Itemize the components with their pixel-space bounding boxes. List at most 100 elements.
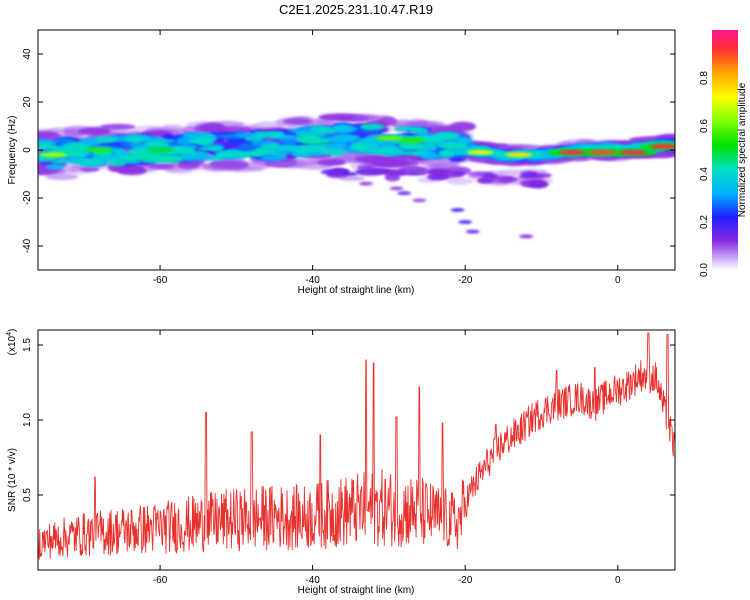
spectrogram-cell bbox=[79, 166, 100, 172]
spectrogram-cell bbox=[360, 123, 385, 131]
spectrogram-y-label: Frequency (Hz) bbox=[7, 116, 18, 185]
spectrogram-cell bbox=[422, 125, 463, 135]
snr-scale-label: (x104) bbox=[6, 329, 18, 356]
spectrogram-cell bbox=[149, 163, 175, 169]
spectrogram-cell bbox=[338, 176, 366, 181]
spectrogram-panel: -60 -40 -20 0 -40 -20 0 20 40 Height of straigh… bbox=[7, 29, 676, 296]
spectrogram-cell bbox=[450, 208, 465, 212]
spectrogram-cell bbox=[318, 113, 357, 121]
spectrogram-cell bbox=[320, 148, 347, 156]
spectrogram-cell bbox=[95, 136, 119, 142]
spectrogram-cell bbox=[244, 135, 263, 142]
spectrogram-cell bbox=[588, 150, 617, 155]
snr-scale-prefix: (x10 bbox=[7, 335, 18, 355]
colorbar-ticks: 0.0 0.2 0.4 0.6 0.8 bbox=[699, 71, 710, 277]
spectrogram-cell bbox=[161, 134, 176, 141]
snr-x-label: Height of straight line (km) bbox=[298, 585, 415, 596]
spectrogram-y-ticks: -40 -20 0 20 40 bbox=[22, 48, 675, 253]
spectrogram-cell bbox=[389, 186, 404, 191]
spectrogram-cell bbox=[466, 150, 495, 155]
spectrogram-cell bbox=[399, 151, 427, 156]
spectrogram-cell bbox=[69, 159, 97, 165]
spectrogram-cell bbox=[55, 138, 72, 144]
spectrogram-cell bbox=[320, 168, 350, 176]
figure-title: C2E1.2025.231.10.47.R19 bbox=[279, 2, 433, 17]
x-tick-label: 0 bbox=[615, 275, 621, 286]
y-tick-label: -20 bbox=[22, 190, 33, 205]
spectrogram-cell bbox=[649, 144, 675, 149]
spectrogram-cell bbox=[146, 147, 174, 153]
x-tick-label: -60 bbox=[153, 275, 168, 286]
spectrogram-cell bbox=[350, 142, 367, 151]
spectrogram-cell bbox=[398, 141, 424, 150]
y-tick-label: 1.0 bbox=[22, 413, 33, 427]
spectrogram-cell bbox=[200, 123, 226, 133]
spectrogram-cell bbox=[45, 173, 79, 181]
spectrogram-cell bbox=[107, 159, 127, 167]
spectrogram-cell bbox=[398, 165, 429, 174]
spectrogram-cell bbox=[241, 151, 266, 157]
spectrogram-cell bbox=[64, 144, 91, 151]
spectrogram-image bbox=[38, 113, 675, 239]
spectrogram-cell bbox=[397, 191, 412, 196]
x-tick-label: -20 bbox=[458, 275, 473, 286]
spectrogram-cell bbox=[497, 169, 526, 176]
spectrogram-cell bbox=[317, 158, 346, 166]
spectrogram-cell bbox=[238, 142, 257, 151]
spectrogram-cell bbox=[85, 147, 113, 153]
spectrogram-cell bbox=[343, 172, 358, 176]
spectrogram-cell bbox=[412, 198, 427, 203]
spectrogram-cell bbox=[130, 137, 145, 143]
spectrogram-cell bbox=[504, 152, 533, 158]
spectrogram-cell bbox=[375, 135, 403, 141]
y-tick-label: 20 bbox=[22, 96, 33, 108]
x-tick-label: -20 bbox=[458, 575, 473, 586]
spectrogram-cell bbox=[108, 164, 144, 173]
spectrogram-cell bbox=[619, 150, 647, 155]
spectrogram-cell bbox=[394, 126, 423, 132]
spectrogram-cell bbox=[449, 156, 466, 163]
snr-scale-exponent: 4 bbox=[6, 332, 13, 336]
spectrogram-cell bbox=[407, 118, 428, 129]
y-tick-label: 1.5 bbox=[22, 338, 33, 352]
spectrogram-cell bbox=[39, 152, 67, 158]
spectrogram-cell bbox=[482, 173, 498, 179]
spectrogram-cell bbox=[215, 152, 238, 158]
spectrogram-cell bbox=[456, 137, 472, 144]
spectrogram-cell bbox=[355, 168, 385, 176]
colorbar-tick-label: 0.8 bbox=[699, 71, 710, 85]
spectrogram-cell bbox=[378, 148, 403, 156]
spectrogram-cell bbox=[210, 156, 226, 161]
spectrogram-cell bbox=[332, 125, 349, 131]
snr-x-ticks: -60 -40 -20 0 bbox=[153, 330, 621, 586]
x-tick-label: -40 bbox=[305, 575, 320, 586]
spectrogram-cell bbox=[449, 171, 466, 176]
spectrogram-cell bbox=[292, 150, 314, 158]
spectrogram-cell bbox=[359, 181, 373, 186]
colorbar-tick-label: 0.6 bbox=[699, 119, 710, 133]
y-tick-label: 0.5 bbox=[22, 488, 33, 502]
spectrogram-cell bbox=[312, 128, 337, 134]
spectrogram-cell bbox=[176, 138, 191, 144]
spectrogram-cell bbox=[112, 148, 127, 155]
spectrogram-cell bbox=[39, 144, 58, 150]
spectrogram-cell bbox=[398, 138, 426, 143]
colorbar-label: Normalized spectral amplitude bbox=[737, 82, 748, 217]
spectrogram-x-label: Height of straight line (km) bbox=[298, 285, 415, 296]
snr-series-line bbox=[38, 332, 675, 560]
colorbar-gradient bbox=[712, 30, 738, 270]
spectrogram-cell bbox=[45, 164, 65, 170]
spectrogram-cell bbox=[465, 229, 480, 234]
spectrogram-cell bbox=[442, 142, 468, 151]
spectrogram-cell bbox=[558, 150, 586, 155]
colorbar-tick-label: 0.0 bbox=[699, 263, 710, 277]
spectrogram-cell bbox=[400, 171, 427, 176]
spectrogram-cell bbox=[446, 178, 474, 185]
spectrogram-cell bbox=[78, 127, 110, 135]
spectrogram-cell bbox=[135, 153, 161, 161]
spectrogram-cell bbox=[255, 131, 285, 139]
spectrogram-cell bbox=[498, 176, 515, 182]
colorbar-tick-label: 0.4 bbox=[699, 167, 710, 181]
spectrogram-cell bbox=[260, 143, 282, 149]
